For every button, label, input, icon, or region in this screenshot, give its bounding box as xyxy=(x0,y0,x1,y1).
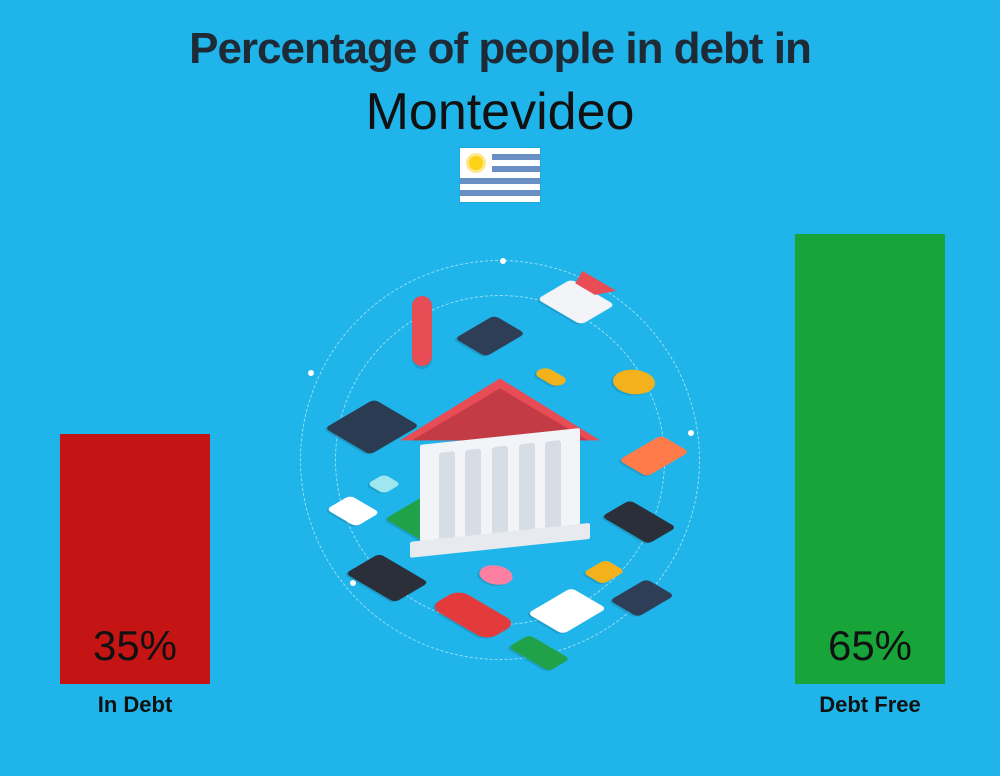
bar-debt-free: 65% xyxy=(795,234,945,684)
title-line-2: Montevideo xyxy=(0,82,1000,142)
infographic-canvas: Percentage of people in debt in Montevid… xyxy=(0,0,1000,776)
bar-in-debt-label: In Debt xyxy=(60,692,210,718)
uruguay-flag-icon xyxy=(460,148,540,202)
center-illustration xyxy=(290,250,710,670)
bar-debt-free-value: 65% xyxy=(828,622,912,684)
caduceus-icon xyxy=(412,296,432,366)
bar-in-debt-value: 35% xyxy=(93,622,177,684)
bank-building-icon xyxy=(405,378,595,548)
bar-in-debt: 35% xyxy=(60,434,210,684)
bar-debt-free-label: Debt Free xyxy=(795,692,945,718)
title-line-1: Percentage of people in debt in xyxy=(0,24,1000,74)
flag-sun-icon xyxy=(460,148,492,178)
